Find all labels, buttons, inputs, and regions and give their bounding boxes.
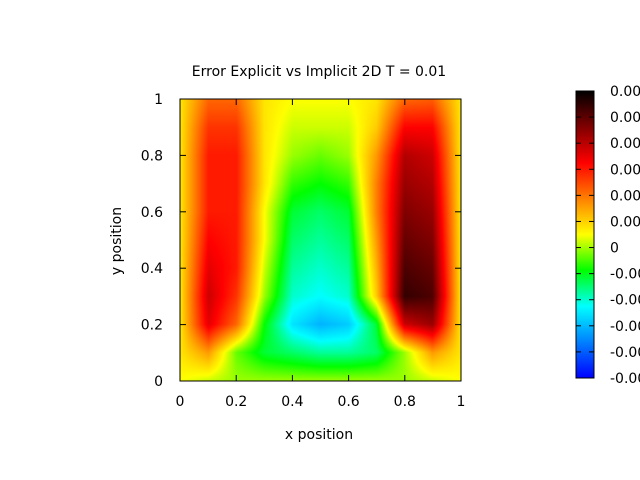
colorbar-tick-label: 0.00	[610, 188, 640, 204]
y-tick-label: 0.6	[141, 205, 163, 221]
y-tick-label: 0	[154, 374, 163, 390]
colorbar-tick-label: 0.00	[610, 162, 640, 178]
colorbar-tick-label: -0.00	[610, 345, 640, 361]
colorbar-tick-label: -0.00	[610, 293, 640, 309]
colorbar-tick-label: -0.00	[610, 267, 640, 283]
plot-area	[179, 98, 462, 382]
x-tick-label: 0.4	[281, 394, 303, 410]
colorbar-tick-label: -0.00	[610, 319, 640, 335]
x-tick-label: 0.6	[337, 394, 359, 410]
x-tick-label: 0.2	[225, 394, 247, 410]
x-tick-label: 0.8	[394, 394, 416, 410]
y-axis-label: y position	[109, 207, 125, 275]
x-tick-label: 0	[176, 394, 185, 410]
colorbar: 0.00 0.00 0.00 0.00 0.00 0.00 0 -0.00 -0.00 -0.00…	[575, 84, 640, 387]
x-axis-label: x position	[285, 427, 353, 443]
colorbar-tick-label: 0.00	[610, 214, 640, 230]
y-tick-label: 0.2	[141, 318, 163, 334]
colorbar-tick-label: 0.00	[610, 84, 640, 100]
plot-frame	[179, 98, 462, 382]
x-tick-label: 1	[457, 394, 466, 410]
colorbar-tick-label: 0	[610, 241, 619, 257]
y-tick-label: 0.8	[141, 148, 163, 164]
heatmap-surface	[180, 99, 461, 381]
colorbar-gradient	[575, 90, 595, 379]
x-axis-ticks: 0 0.2 0.4 0.6 0.8 1	[176, 99, 466, 410]
colorbar-tick-label: -0.00	[610, 371, 640, 387]
colorbar-tick-label: 0.00	[610, 136, 640, 152]
y-tick-label: 1	[154, 92, 163, 108]
chart-title: Error Explicit vs Implicit 2D T = 0.01	[192, 64, 446, 80]
y-axis-ticks: 0 0.2 0.4 0.6 0.8 1	[141, 92, 461, 390]
colorbar-ticks: 0.00 0.00 0.00 0.00 0.00 0.00 0 -0.00 -0.00 -0.00…	[576, 84, 640, 387]
colorbar-tick-label: 0.00	[610, 110, 640, 126]
y-tick-label: 0.4	[141, 261, 163, 277]
